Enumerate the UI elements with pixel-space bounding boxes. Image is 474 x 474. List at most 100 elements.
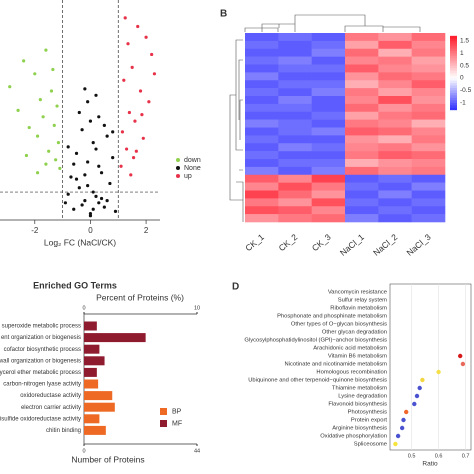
y-tick-label: ent organization or biogenesis (1, 335, 81, 341)
bar (84, 391, 113, 401)
heat-cell (278, 64, 312, 73)
dot (412, 401, 417, 407)
bar (84, 321, 97, 331)
y-tick-label: ycerol ether metabolic process (0, 370, 81, 376)
heat-cell (411, 40, 446, 50)
heat-cell (411, 143, 446, 152)
heat-cell (245, 214, 279, 223)
heat-cell (411, 72, 446, 81)
point (51, 67, 55, 72)
point (58, 166, 62, 170)
colorbar-tick-label: 1.5 (460, 38, 469, 45)
point (147, 100, 151, 104)
heat-cell (378, 151, 412, 160)
heat-cell (411, 214, 446, 223)
point (74, 151, 79, 155)
point (123, 16, 127, 20)
y-tick-label: Protein export (351, 418, 387, 424)
colorbar-step (450, 65, 457, 69)
heat-cell (245, 64, 279, 73)
heat-cell (311, 56, 346, 65)
bar (84, 356, 105, 366)
heat-cell (345, 48, 379, 57)
heat-cell (278, 96, 312, 105)
column-label: NaCl_1 (338, 232, 366, 258)
point (83, 173, 87, 177)
point (44, 48, 48, 52)
heat-cell (411, 56, 446, 65)
colorbar-step (450, 40, 457, 44)
point (35, 171, 40, 175)
point (119, 164, 123, 168)
colorbar-step (450, 50, 457, 54)
row-dendrogram (229, 39, 244, 222)
point (80, 203, 84, 207)
dot (414, 393, 420, 399)
heat-cell (311, 80, 346, 89)
heat-cell (378, 80, 412, 89)
heat-cell (345, 214, 379, 223)
heat-cell (411, 96, 446, 105)
legend-swatch (176, 174, 180, 178)
colorbar-step (450, 55, 457, 59)
point (72, 162, 76, 166)
heat-cell (278, 119, 312, 128)
heat-cell (245, 135, 279, 144)
colorbar-step (450, 92, 457, 96)
heat-cell (411, 111, 446, 120)
chart-title: Enriched GO Terms (33, 280, 117, 290)
heat-cell (411, 127, 446, 136)
heat-cell (245, 96, 279, 105)
colorbar-step (450, 45, 457, 49)
column-label: NaCl_2 (371, 232, 399, 258)
dot (399, 425, 405, 431)
heat-cell (311, 190, 346, 199)
y-tick-label: Phosphonate and phosphinate metabolism (277, 314, 387, 320)
column-label: CK_3 (310, 232, 333, 254)
heat-cell (311, 166, 346, 176)
bar (84, 402, 115, 412)
heat-cell (411, 88, 446, 97)
point (134, 149, 138, 153)
heat-cell (245, 143, 279, 152)
x-axis-label: Log₂ FC (NaCl/CK) (44, 237, 116, 247)
heat-cell (278, 206, 312, 215)
heat-cell (378, 111, 412, 120)
heat-cell (378, 64, 412, 73)
heat-cell (311, 48, 346, 57)
legend-label: BP (172, 408, 182, 415)
colorbar-step (450, 67, 457, 71)
heat-cell (245, 56, 279, 65)
dot (401, 417, 406, 423)
heat-cell (345, 182, 379, 191)
heat-cell (311, 127, 346, 136)
heat-cell (378, 119, 412, 128)
heat-cell (311, 103, 346, 113)
heat-cell (345, 198, 379, 207)
point (105, 134, 109, 138)
point (16, 108, 20, 112)
point (141, 136, 145, 140)
point (33, 72, 37, 76)
point (131, 156, 136, 160)
bar (84, 379, 99, 389)
colorbar-step (450, 70, 457, 74)
heat-cell (378, 88, 412, 97)
heat-cell (311, 96, 346, 105)
point (126, 42, 130, 46)
heat-cell (411, 198, 446, 207)
heat-cell (345, 206, 379, 215)
heat-cell (311, 135, 346, 144)
heat-cell (345, 127, 379, 136)
dot (458, 353, 463, 359)
heat-cell (311, 143, 346, 152)
heat-cell (278, 72, 312, 81)
heat-cell (345, 33, 379, 42)
heat-cell (311, 159, 346, 168)
y-tick-label: Nicotinate and nicotinamide metabolism (285, 362, 388, 368)
heat-cell (311, 182, 346, 191)
heat-cell (345, 56, 379, 65)
colorbar-step (450, 60, 457, 64)
y-tick-label: Spliceosome (354, 442, 387, 448)
colorbar-step (450, 95, 457, 98)
